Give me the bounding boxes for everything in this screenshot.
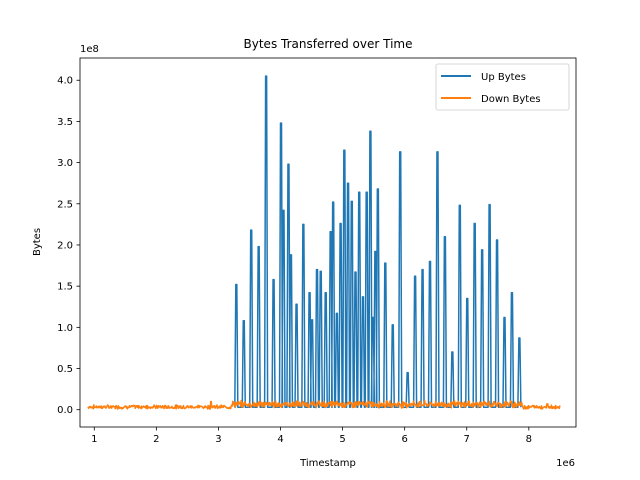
x-tick-label: 1 xyxy=(91,434,97,445)
y-tick-label: 2.0 xyxy=(57,240,73,251)
x-tick-label: 6 xyxy=(401,434,407,445)
x-offset-label: 1e6 xyxy=(556,458,575,469)
series-down-bytes xyxy=(87,399,561,410)
x-axis-label: Timestamp xyxy=(299,458,356,469)
series-up-bytes xyxy=(234,75,522,408)
y-tick-label: 0.0 xyxy=(57,405,73,416)
y-tick-label: 4.0 xyxy=(57,76,73,87)
y-tick-label: 2.5 xyxy=(57,199,73,210)
y-tick-label: 1.5 xyxy=(57,282,73,293)
legend-down-bytes-label: Down Bytes xyxy=(481,94,541,105)
x-tick-label: 7 xyxy=(464,434,470,445)
x-tick-label: 8 xyxy=(526,434,532,445)
x-axis: 1 2 3 4 5 6 7 8 xyxy=(91,427,532,445)
y-tick-label: 3.5 xyxy=(57,117,73,128)
legend: Up Bytes Down Bytes xyxy=(435,63,570,111)
y-tick-label: 1.0 xyxy=(57,323,73,334)
y-axis: 0.0 0.5 1.0 1.5 2.0 2.5 3.0 3.5 4.0 xyxy=(57,76,80,416)
x-tick-label: 3 xyxy=(215,434,221,445)
y-offset-label: 1e8 xyxy=(80,44,99,55)
y-axis-label: Bytes xyxy=(32,228,43,256)
chart-title: Bytes Transferred over Time xyxy=(244,37,413,51)
x-tick-label: 4 xyxy=(277,434,283,445)
plot-frame xyxy=(79,57,577,428)
y-tick-label: 0.5 xyxy=(57,364,73,375)
x-tick-label: 5 xyxy=(339,434,345,445)
x-tick-label: 2 xyxy=(153,434,159,445)
y-tick-label: 3.0 xyxy=(57,158,73,169)
plot-area xyxy=(87,75,561,410)
legend-up-bytes-label: Up Bytes xyxy=(481,72,526,83)
